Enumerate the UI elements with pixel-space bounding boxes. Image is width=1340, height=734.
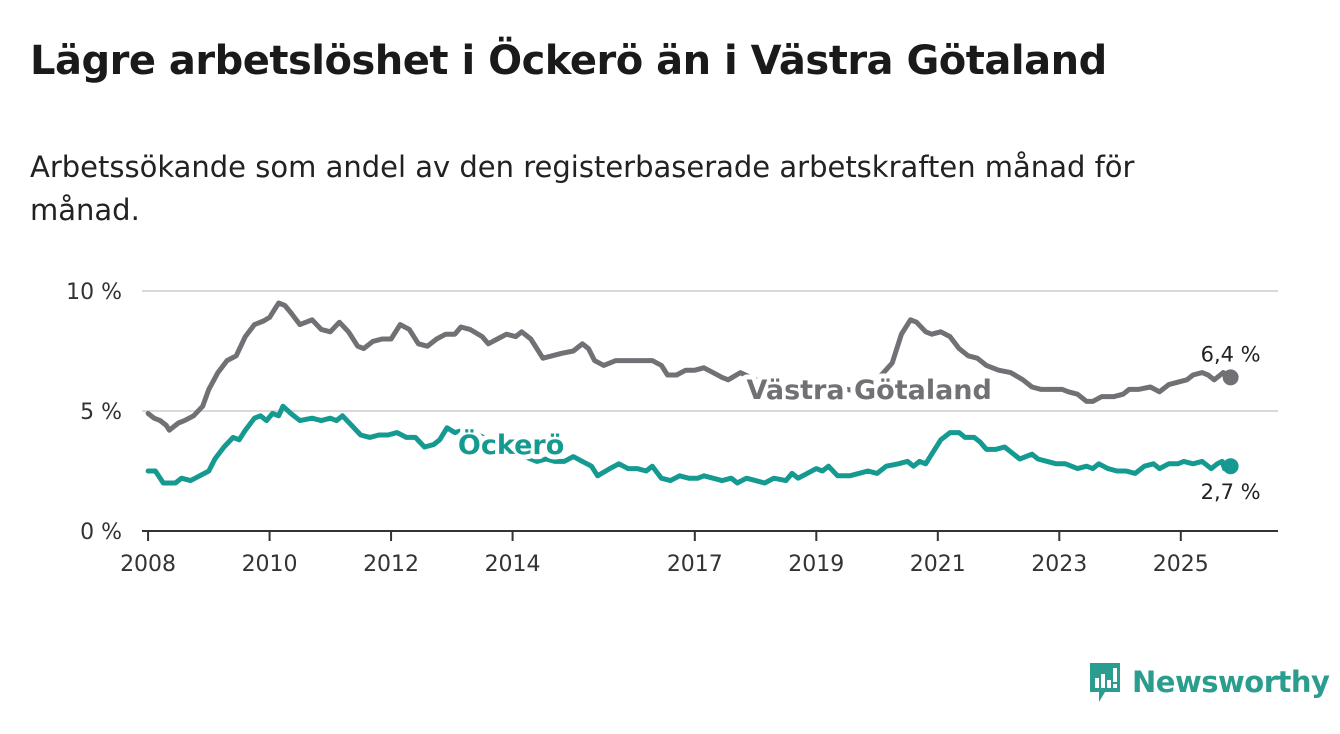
y-tick-label: 0 % bbox=[80, 520, 122, 545]
x-tick-label: 2019 bbox=[788, 552, 844, 577]
x-tick-label: 2023 bbox=[1031, 552, 1087, 577]
newsworthy-icon bbox=[1090, 663, 1120, 702]
y-tick-label: 10 % bbox=[66, 280, 122, 305]
x-tick-label: 2025 bbox=[1153, 552, 1209, 577]
series-labels: Västra Götaland Öckerö 6,4 % 2,7 % bbox=[453, 339, 1264, 507]
x-tick-label: 2021 bbox=[910, 552, 966, 577]
series-line-ockero bbox=[145, 403, 1234, 486]
x-tick-label: 2012 bbox=[363, 552, 419, 577]
axes: 0 % 5 % 10 % 2008 2010 2012 2014 2017 2019 2021 20… bbox=[66, 280, 1278, 577]
x-tick-label: 2008 bbox=[120, 552, 176, 577]
end-value-label-vastra-gotaland: 6,4 % bbox=[1201, 342, 1261, 366]
x-tick-label: 2010 bbox=[242, 552, 298, 577]
end-point-marker bbox=[1222, 369, 1239, 386]
series-label-ockero: Öckerö bbox=[458, 428, 564, 461]
end-point-marker bbox=[1222, 458, 1239, 475]
end-value-label-ockero: 2,7 % bbox=[1201, 480, 1261, 504]
series-lines bbox=[145, 300, 1239, 486]
x-tick-label: 2014 bbox=[485, 552, 541, 577]
brand-name: Newsworthy bbox=[1132, 665, 1330, 699]
chart-title: Lägre arbetslöshet i Öckerö än i Västra … bbox=[30, 38, 1107, 84]
chart-subtitle: Arbetssökande som andel av den registerb… bbox=[30, 150, 1135, 227]
series-label-vastra-gotaland: Västra Götaland bbox=[746, 375, 991, 406]
series-line-vastra-gotaland bbox=[145, 300, 1234, 433]
x-tick-label: 2017 bbox=[667, 552, 723, 577]
grid-lines bbox=[142, 290, 1278, 412]
newsworthy-logo: Newsworthy bbox=[1088, 660, 1330, 704]
y-tick-label: 5 % bbox=[80, 400, 122, 425]
